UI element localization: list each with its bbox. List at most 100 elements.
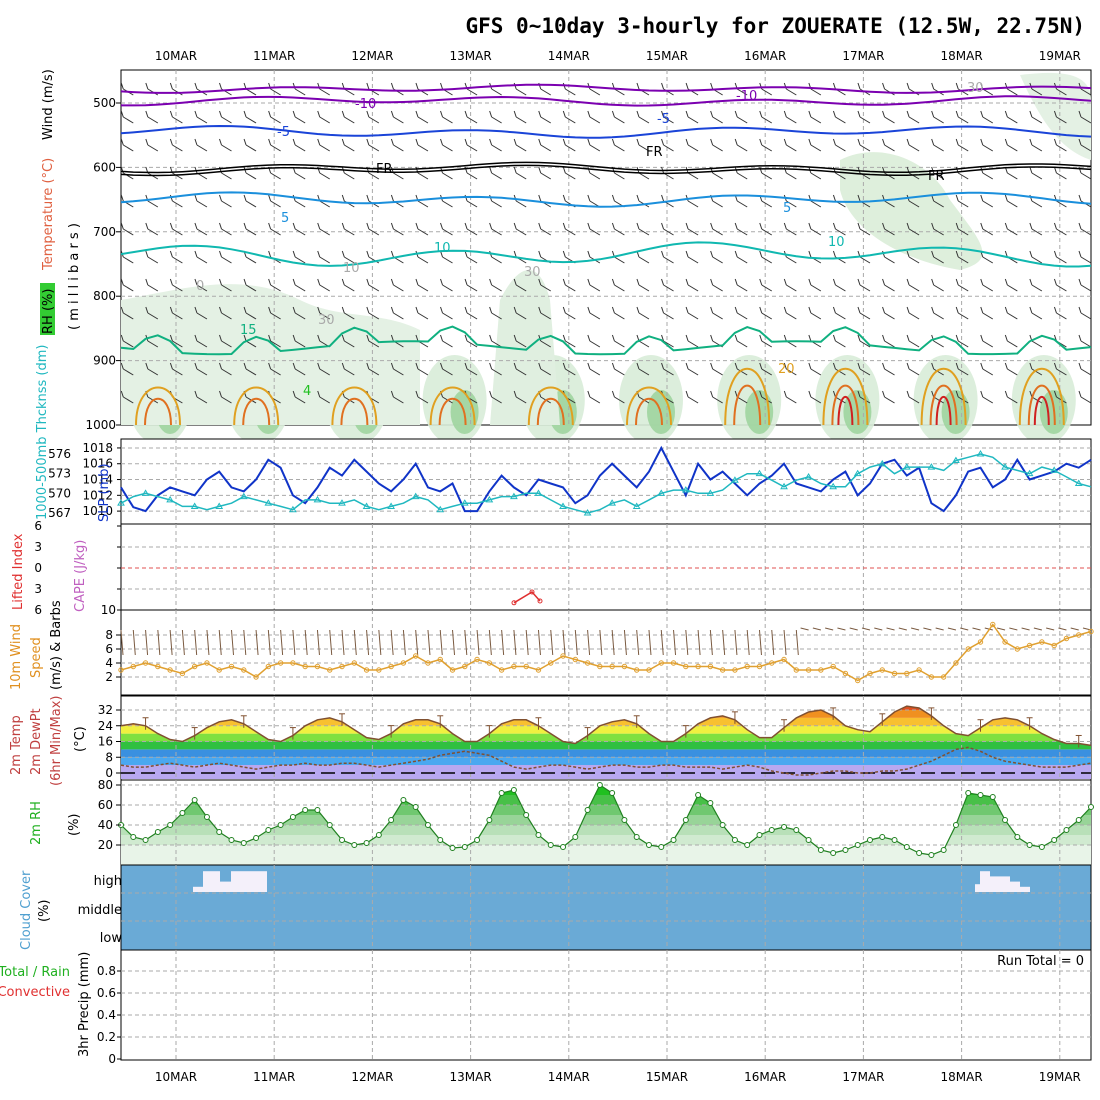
wind-barb — [859, 144, 871, 152]
wind-barb — [344, 368, 355, 376]
wind-barb — [638, 172, 650, 180]
wind-barb-flag — [366, 334, 370, 342]
wind-barb — [1007, 396, 1018, 404]
wind-barb-flag — [587, 138, 591, 146]
top-date-label: 13MAR — [450, 49, 492, 63]
wind-barb-flag — [1053, 390, 1057, 398]
wind-barb-flag — [145, 250, 149, 258]
wind-barb — [147, 144, 159, 152]
wind-barb-flag — [661, 110, 665, 118]
wind-barb — [466, 228, 478, 236]
wind10m-barb — [874, 627, 883, 631]
rh2m-marker — [731, 837, 738, 843]
isotherm-freezing — [120, 161, 1092, 174]
cloud-high-bar — [242, 871, 267, 892]
wind10m-marker — [965, 646, 971, 652]
wind-barb-flag — [120, 194, 124, 202]
wind-barb-flag — [440, 138, 443, 146]
rh2m-marker — [928, 852, 935, 858]
dewpt2m-line — [120, 746, 1092, 776]
wind-barb — [196, 340, 208, 348]
wind-barb-flag — [759, 166, 763, 174]
wind-barb-flag — [759, 390, 763, 398]
rh2m-marker — [265, 827, 272, 833]
wind-barb — [344, 144, 355, 152]
cloud-level-low: low — [100, 931, 123, 946]
wind-barb — [1080, 144, 1092, 152]
wind-barb — [1080, 228, 1092, 236]
wind-barb-flag — [1004, 362, 1008, 370]
wind-barb-flag — [440, 362, 443, 370]
wind-barb — [147, 228, 159, 236]
wind-barb-flag — [611, 306, 615, 314]
wind-barb-flag — [538, 166, 542, 174]
wind-barb — [417, 144, 429, 152]
wind10m-marker — [241, 667, 247, 673]
wind10m-barb — [660, 629, 664, 656]
wind-barb-flag — [366, 278, 370, 286]
cloud-unit-label: (%) — [37, 900, 52, 923]
wind-barb-flag — [832, 82, 836, 90]
isotherm-30-dome — [837, 395, 854, 426]
y-tick-label: 700 — [93, 225, 116, 239]
wind-barb-flag — [562, 306, 566, 314]
wind10m-marker — [277, 660, 284, 666]
wind-barb — [196, 200, 208, 208]
wind-barb — [761, 368, 773, 376]
wind-barb — [859, 312, 871, 320]
wind10m-marker — [253, 674, 259, 680]
wind10m-barb — [157, 629, 161, 656]
wind10m-marker — [1014, 646, 1021, 652]
wind-barb — [663, 256, 674, 264]
wind10m-marker — [646, 667, 652, 673]
wind-barb — [442, 228, 453, 236]
wind10m-marker — [621, 663, 628, 670]
wind-barb-flag — [906, 306, 910, 314]
wind-barb — [221, 200, 232, 208]
wind-barb — [884, 116, 895, 124]
wind-barb-flag — [1053, 278, 1057, 286]
wind-barb-flag — [710, 390, 714, 398]
wind-barb — [491, 256, 502, 264]
slp-tick-label: 1012 — [82, 488, 113, 502]
wind-barb-flag — [906, 82, 910, 90]
wind-barb — [1056, 256, 1067, 264]
wind-barb-flag — [219, 306, 222, 314]
rh2m-axis-label: 2m RH — [29, 801, 44, 845]
wind-barb-flag — [341, 194, 345, 202]
wind-barb-flag — [268, 334, 272, 342]
wind-barb-flag — [341, 222, 345, 230]
wind-barb-flag — [562, 222, 566, 230]
rh2m-marker — [719, 822, 726, 828]
wind-barb-flag — [734, 138, 738, 146]
rh2m-marker — [314, 807, 321, 813]
wind-barb — [835, 396, 846, 404]
wind-barb-flag — [710, 82, 714, 90]
isotherm-m10-upper — [120, 83, 1092, 94]
y-tick-label: 900 — [93, 354, 116, 368]
wind10m-barb — [972, 627, 981, 631]
wind-barb-flag — [661, 82, 665, 90]
wind-barb-flag — [710, 222, 714, 230]
thickness-marker — [460, 499, 469, 506]
wind-barb — [638, 116, 650, 124]
wind-barb-flag — [366, 250, 370, 258]
wind-barb-flag — [759, 250, 763, 258]
wind-barb — [761, 172, 773, 180]
cape-marker — [529, 589, 535, 595]
wind-barb — [1031, 256, 1043, 264]
rh-label: 30 — [318, 313, 335, 328]
top-date-label: 16MAR — [744, 49, 786, 63]
wind-barb — [196, 144, 208, 152]
wind-barb — [344, 228, 355, 236]
wind-barb-flag — [931, 390, 935, 398]
wind-barb-flag — [710, 250, 714, 258]
rh2m-marker — [1038, 844, 1045, 850]
wind-barb-flag — [734, 390, 738, 398]
precip-tick-label: 0 — [108, 1052, 116, 1066]
thickness-marker — [436, 505, 445, 513]
wind10m-barb — [849, 627, 858, 631]
wind-barb — [761, 88, 773, 96]
